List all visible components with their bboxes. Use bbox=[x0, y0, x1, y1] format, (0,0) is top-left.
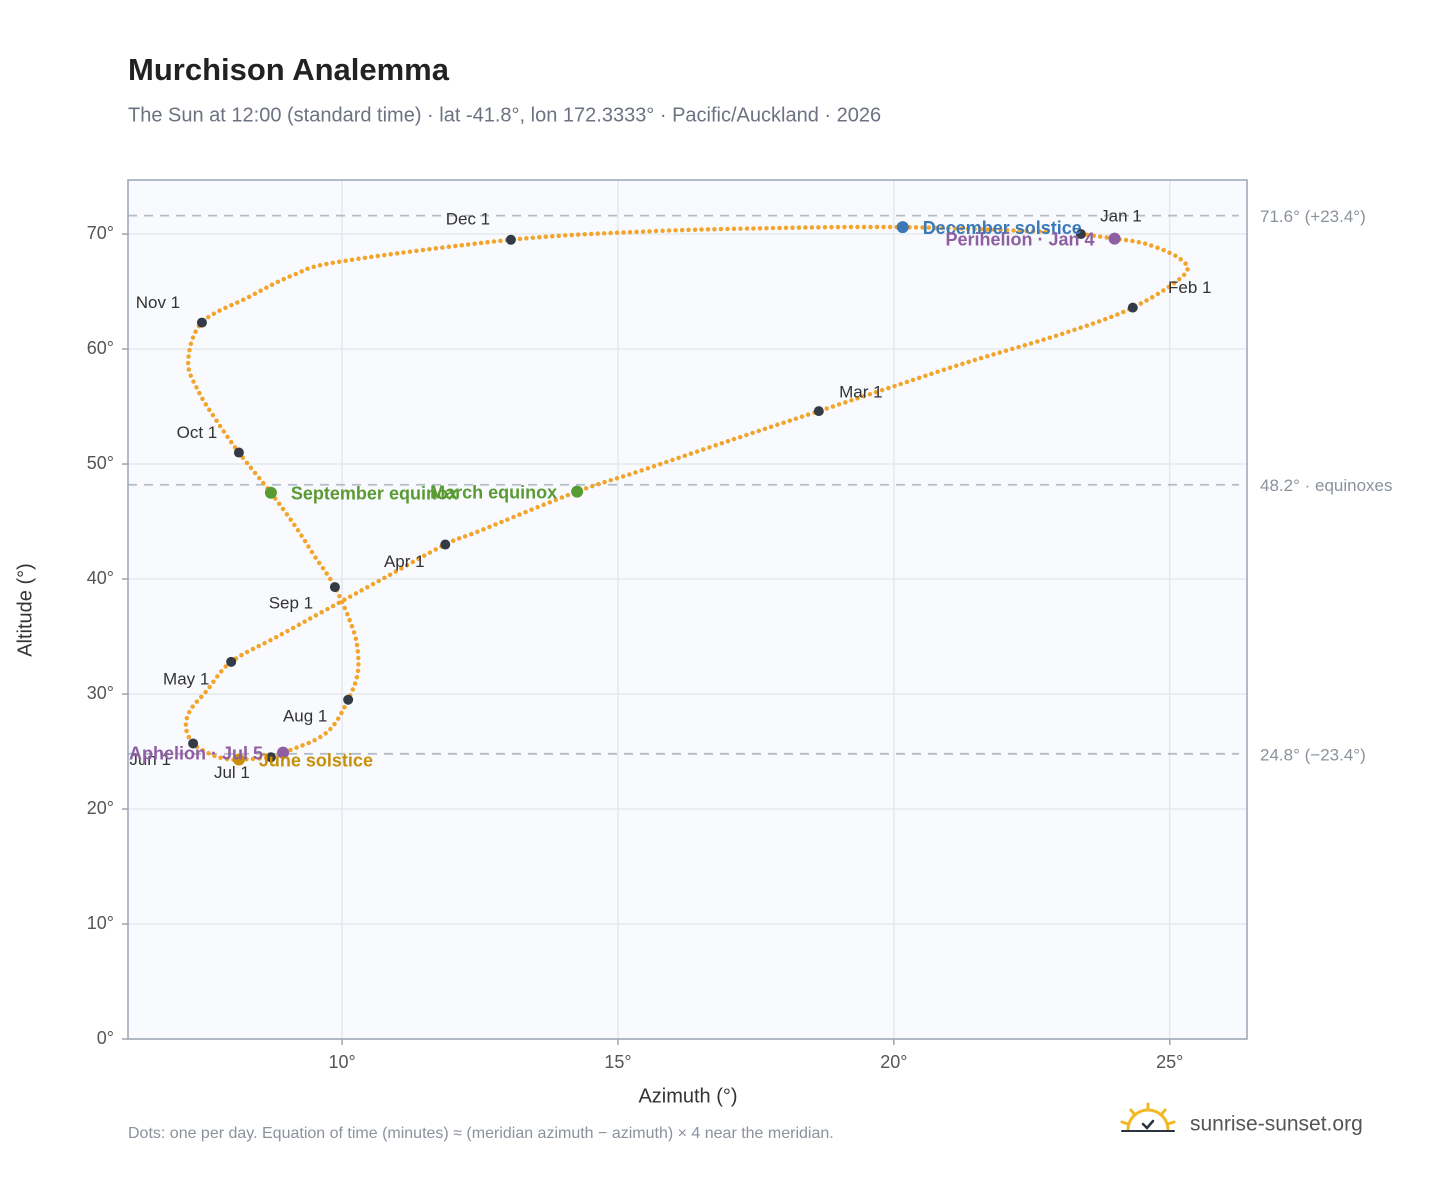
month-marker bbox=[226, 656, 237, 667]
daily-sun-dots bbox=[183, 224, 1190, 762]
month-marker bbox=[440, 539, 451, 550]
marks bbox=[183, 221, 1190, 766]
month-marker bbox=[505, 234, 516, 245]
event-label: September equinox bbox=[291, 484, 458, 504]
chart-subtitle: The Sun at 12:00 (standard time) · lat -… bbox=[128, 104, 881, 126]
brand: sunrise-sunset.org bbox=[1190, 1113, 1363, 1136]
y-tick-label: 30° bbox=[87, 683, 114, 703]
month-marker bbox=[265, 752, 276, 763]
event-label: Perihelion · Jan 4 bbox=[946, 229, 1095, 249]
month-marker bbox=[196, 317, 207, 328]
brand-logo bbox=[1120, 1102, 1176, 1132]
x-tick-label: 25° bbox=[1156, 1052, 1183, 1072]
month-label: Feb 1 bbox=[1168, 278, 1211, 297]
month-marker bbox=[1075, 229, 1086, 240]
month-label: May 1 bbox=[163, 669, 209, 688]
y-tick-label: 50° bbox=[87, 453, 114, 473]
chart-title: Murchison Analemma bbox=[128, 52, 450, 87]
event-marker bbox=[264, 486, 277, 499]
x-axis-label: Azimuth (°) bbox=[638, 1085, 737, 1107]
event-marker bbox=[896, 221, 909, 234]
month-marker bbox=[233, 447, 244, 458]
month-label: Oct 1 bbox=[177, 423, 218, 442]
month-label: Aug 1 bbox=[283, 706, 327, 725]
event-marker bbox=[571, 485, 584, 498]
month-label: Sep 1 bbox=[269, 594, 313, 613]
event-label: Aphelion · Jul 5 bbox=[129, 743, 263, 763]
event-marker bbox=[232, 753, 245, 766]
y-axis-label: Altitude (°) bbox=[14, 563, 36, 657]
y-tick-label: 10° bbox=[87, 913, 114, 933]
event-marker bbox=[1108, 232, 1121, 245]
month-label: Apr 1 bbox=[384, 552, 425, 571]
y-tick-label: 60° bbox=[87, 338, 114, 358]
event-label: March equinox bbox=[430, 482, 557, 502]
month-marker bbox=[343, 694, 354, 705]
month-marker bbox=[188, 738, 199, 749]
y-tick-label: 70° bbox=[87, 223, 114, 243]
reference-label: 71.6° (+23.4°) bbox=[1260, 207, 1366, 226]
event-label: December solstice bbox=[923, 218, 1082, 238]
footnote: Dots: one per day. Equation of time (min… bbox=[128, 1125, 834, 1142]
y-tick-label: 40° bbox=[87, 568, 114, 588]
x-tick-label: 15° bbox=[604, 1052, 631, 1072]
month-label: Jun 1 bbox=[129, 750, 171, 769]
plot-area bbox=[128, 180, 1247, 1039]
month-label: Dec 1 bbox=[446, 209, 490, 228]
y-tick-label: 20° bbox=[87, 798, 114, 818]
month-label: Jul 1 bbox=[214, 763, 250, 782]
x-tick-label: 10° bbox=[328, 1052, 355, 1072]
month-marker bbox=[1127, 302, 1138, 313]
event-label: June solstice bbox=[259, 750, 373, 770]
reference-label: 48.2° · equinoxes bbox=[1260, 476, 1393, 495]
reference-label: 24.8° (−23.4°) bbox=[1260, 745, 1366, 764]
y-tick-label: 0° bbox=[97, 1028, 114, 1048]
event-marker bbox=[277, 746, 290, 759]
labels: 10° 15° 20° 25° 0° 10° 20° 30° 40° 50° 60° 70° 71.6°… bbox=[87, 207, 1393, 1072]
month-label: Nov 1 bbox=[136, 293, 180, 312]
month-marker bbox=[813, 406, 824, 417]
x-tick-label: 20° bbox=[880, 1052, 907, 1072]
plot-border bbox=[127, 179, 1248, 1040]
month-marker bbox=[329, 582, 340, 593]
month-label: Jan 1 bbox=[1100, 207, 1142, 226]
month-label: Mar 1 bbox=[839, 383, 882, 402]
